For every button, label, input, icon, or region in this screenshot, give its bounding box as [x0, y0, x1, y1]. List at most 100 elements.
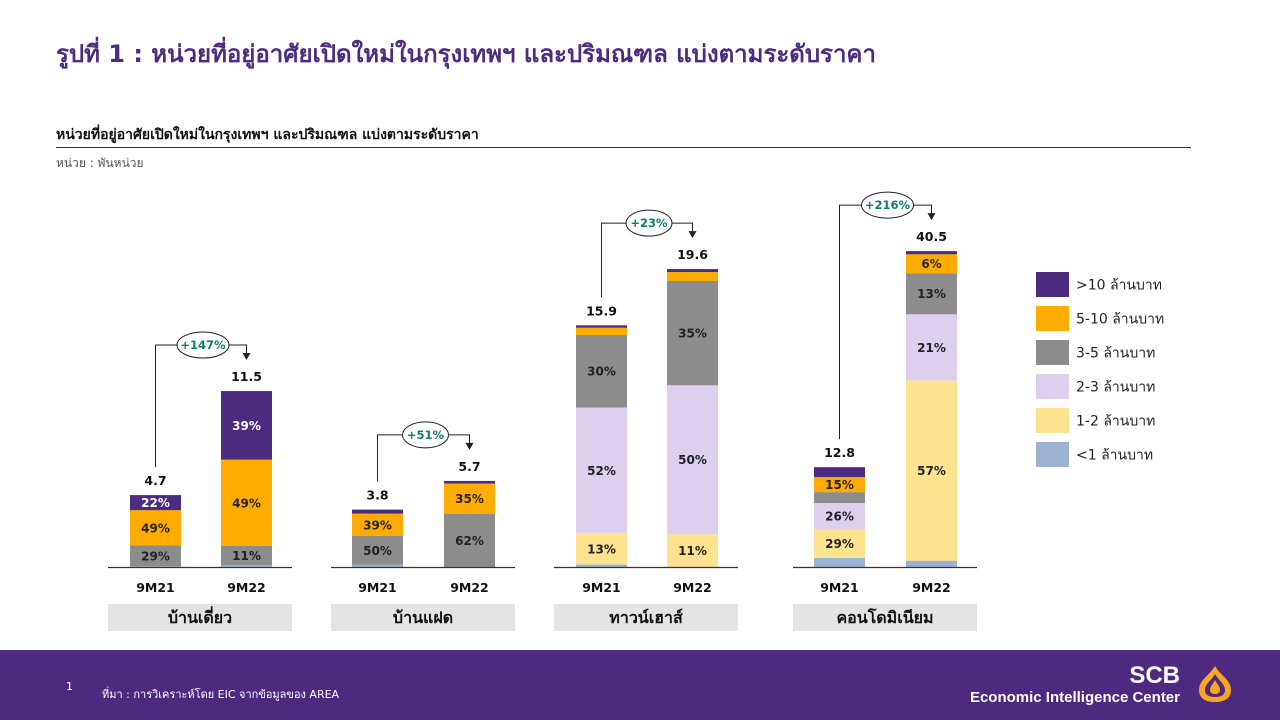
bar-segment-5to10: [352, 513, 403, 537]
brand-name: SCB: [1129, 662, 1180, 689]
bar-segment-5to10: [130, 510, 181, 546]
bar-segment-gt10: [352, 509, 403, 514]
group-label-band: [554, 604, 738, 631]
bar-segment-lt1: [576, 564, 627, 567]
stacked-bar-chart: 29% 49% 22% 4.7 9M21 11% 49% 39% 11.5 9M22 บ้านเดี…: [108, 191, 1164, 631]
bar-segment-gt10: [576, 325, 627, 328]
segment-percent-label: 15%: [825, 478, 854, 492]
bar-total-label: 4.7: [144, 473, 166, 488]
bar-segment-3to5: [444, 513, 495, 567]
growth-arrowhead: [927, 213, 936, 221]
segment-percent-label: 30%: [587, 365, 616, 379]
unit-note: หน่วย : พันหน่วย: [56, 156, 144, 170]
segment-percent-label: 39%: [232, 419, 261, 433]
segment-percent-label: 49%: [141, 521, 170, 535]
legend-label: 1-2 ล้านบาท: [1076, 414, 1155, 430]
group-label: ทาวน์เฮาส์: [609, 608, 683, 627]
bar-total-label: 40.5: [916, 229, 947, 244]
bar-total-label: 11.5: [231, 369, 262, 384]
segment-percent-label: 29%: [141, 549, 170, 563]
bar-segment-5to10: [906, 254, 957, 274]
segment-percent-label: 13%: [917, 287, 946, 301]
segment-percent-label: 6%: [921, 257, 941, 271]
bar-segment-5to10: [221, 459, 272, 546]
segment-percent-label: 29%: [825, 537, 854, 551]
footer-bar: 1 ที่มา : การวิเคราะห์โดย EIC จากข้อมูลข…: [0, 650, 1280, 720]
group-label-band: [331, 604, 515, 631]
bar-segment-lt1: [130, 566, 181, 567]
legend-swatch: [1036, 408, 1069, 433]
growth-label: +216%: [865, 198, 911, 212]
segment-percent-label: 22%: [141, 496, 170, 510]
group-label: บ้านแฝด: [393, 608, 453, 627]
bar-segment-gt10: [221, 391, 272, 460]
segment-percent-label: 21%: [917, 341, 946, 355]
bar-segment-2to3: [576, 407, 627, 534]
bar-total-label: 12.8: [824, 445, 855, 460]
segment-percent-label: 49%: [232, 496, 261, 510]
growth-label: +147%: [180, 338, 226, 352]
bar-segment-5to10: [667, 272, 718, 281]
bar-segment-3to5: [352, 536, 403, 565]
bar-segment-gt10: [130, 495, 181, 511]
chart-title-rule: [56, 147, 1191, 148]
x-tick-label: 9M21: [136, 580, 175, 595]
chart-title: หน่วยที่อยู่อาศัยเปิดใหม่ในกรุงเทพฯ และป…: [56, 127, 479, 143]
legend-swatch: [1036, 442, 1069, 467]
x-tick-label: 9M22: [227, 580, 266, 595]
brand-block: SCB Economic Intelligence Center: [970, 664, 1180, 708]
growth-arrowhead: [688, 231, 697, 239]
segment-percent-label: 35%: [678, 327, 707, 341]
x-tick-label: 9M21: [820, 580, 859, 595]
bar-segment-5to10: [576, 327, 627, 335]
bar-segment-2to3: [814, 503, 865, 530]
bar-segment-3to5: [906, 273, 957, 315]
page-number: 1: [66, 680, 73, 693]
segment-percent-label: 57%: [917, 464, 946, 478]
bar-segment-1to2: [667, 534, 718, 567]
slide-title: รูปที่ 1 : หน่วยที่อยู่อาศัยเปิดใหม่ในกร…: [56, 40, 876, 68]
growth-label: +51%: [407, 428, 445, 442]
x-tick-label: 9M21: [358, 580, 397, 595]
bar-segment-3to5: [576, 334, 627, 408]
growth-bubble: [625, 209, 673, 237]
legend-label: 3-5 ล้านบาท: [1076, 346, 1155, 362]
bar-total-label: 5.7: [458, 459, 480, 474]
bar-total-label: 19.6: [677, 247, 708, 262]
bar-segment-2to3: [906, 314, 957, 381]
group-label: คอนโดมิเนียม: [836, 607, 933, 627]
bar-segment-lt1: [814, 558, 865, 567]
segment-percent-label: 52%: [587, 464, 616, 478]
bar-segment-1to2: [576, 533, 627, 565]
group-label-band: [108, 604, 292, 631]
legend-label: 5-10 ล้านบาท: [1076, 312, 1164, 328]
group-label-band: [793, 604, 977, 631]
growth-bubble: [861, 191, 914, 219]
segment-percent-label: 11%: [678, 544, 707, 558]
segment-percent-label: 39%: [363, 518, 392, 532]
bar-segment-5to10: [814, 477, 865, 493]
x-tick-label: 9M22: [673, 580, 712, 595]
growth-arrowhead: [465, 442, 474, 450]
segment-percent-label: 50%: [363, 544, 392, 558]
bar-segment-1to2: [906, 380, 957, 561]
legend-label: >10 ล้านบาท: [1076, 278, 1162, 294]
segment-percent-label: 11%: [232, 549, 261, 563]
bar-segment-1to2: [814, 529, 865, 559]
legend-swatch: [1036, 272, 1069, 297]
x-tick-label: 9M22: [912, 580, 951, 595]
bar-segment-3to5: [814, 492, 865, 504]
x-tick-label: 9M21: [582, 580, 621, 595]
bar-segment-3to5: [221, 545, 272, 566]
group-label: บ้านเดี่ยว: [168, 606, 232, 627]
bar-total-label: 15.9: [586, 303, 617, 318]
legend-swatch: [1036, 374, 1069, 399]
bar-segment-lt1: [352, 564, 403, 567]
legend-swatch: [1036, 340, 1069, 365]
brand-subtitle: Economic Intelligence Center: [969, 689, 1180, 706]
x-tick-label: 9M22: [450, 580, 489, 595]
legend-label: 2-3 ล้านบาท: [1076, 380, 1155, 396]
segment-percent-label: 35%: [455, 492, 484, 506]
bar-segment-gt10: [906, 251, 957, 255]
bar-segment-lt1: [906, 560, 957, 567]
